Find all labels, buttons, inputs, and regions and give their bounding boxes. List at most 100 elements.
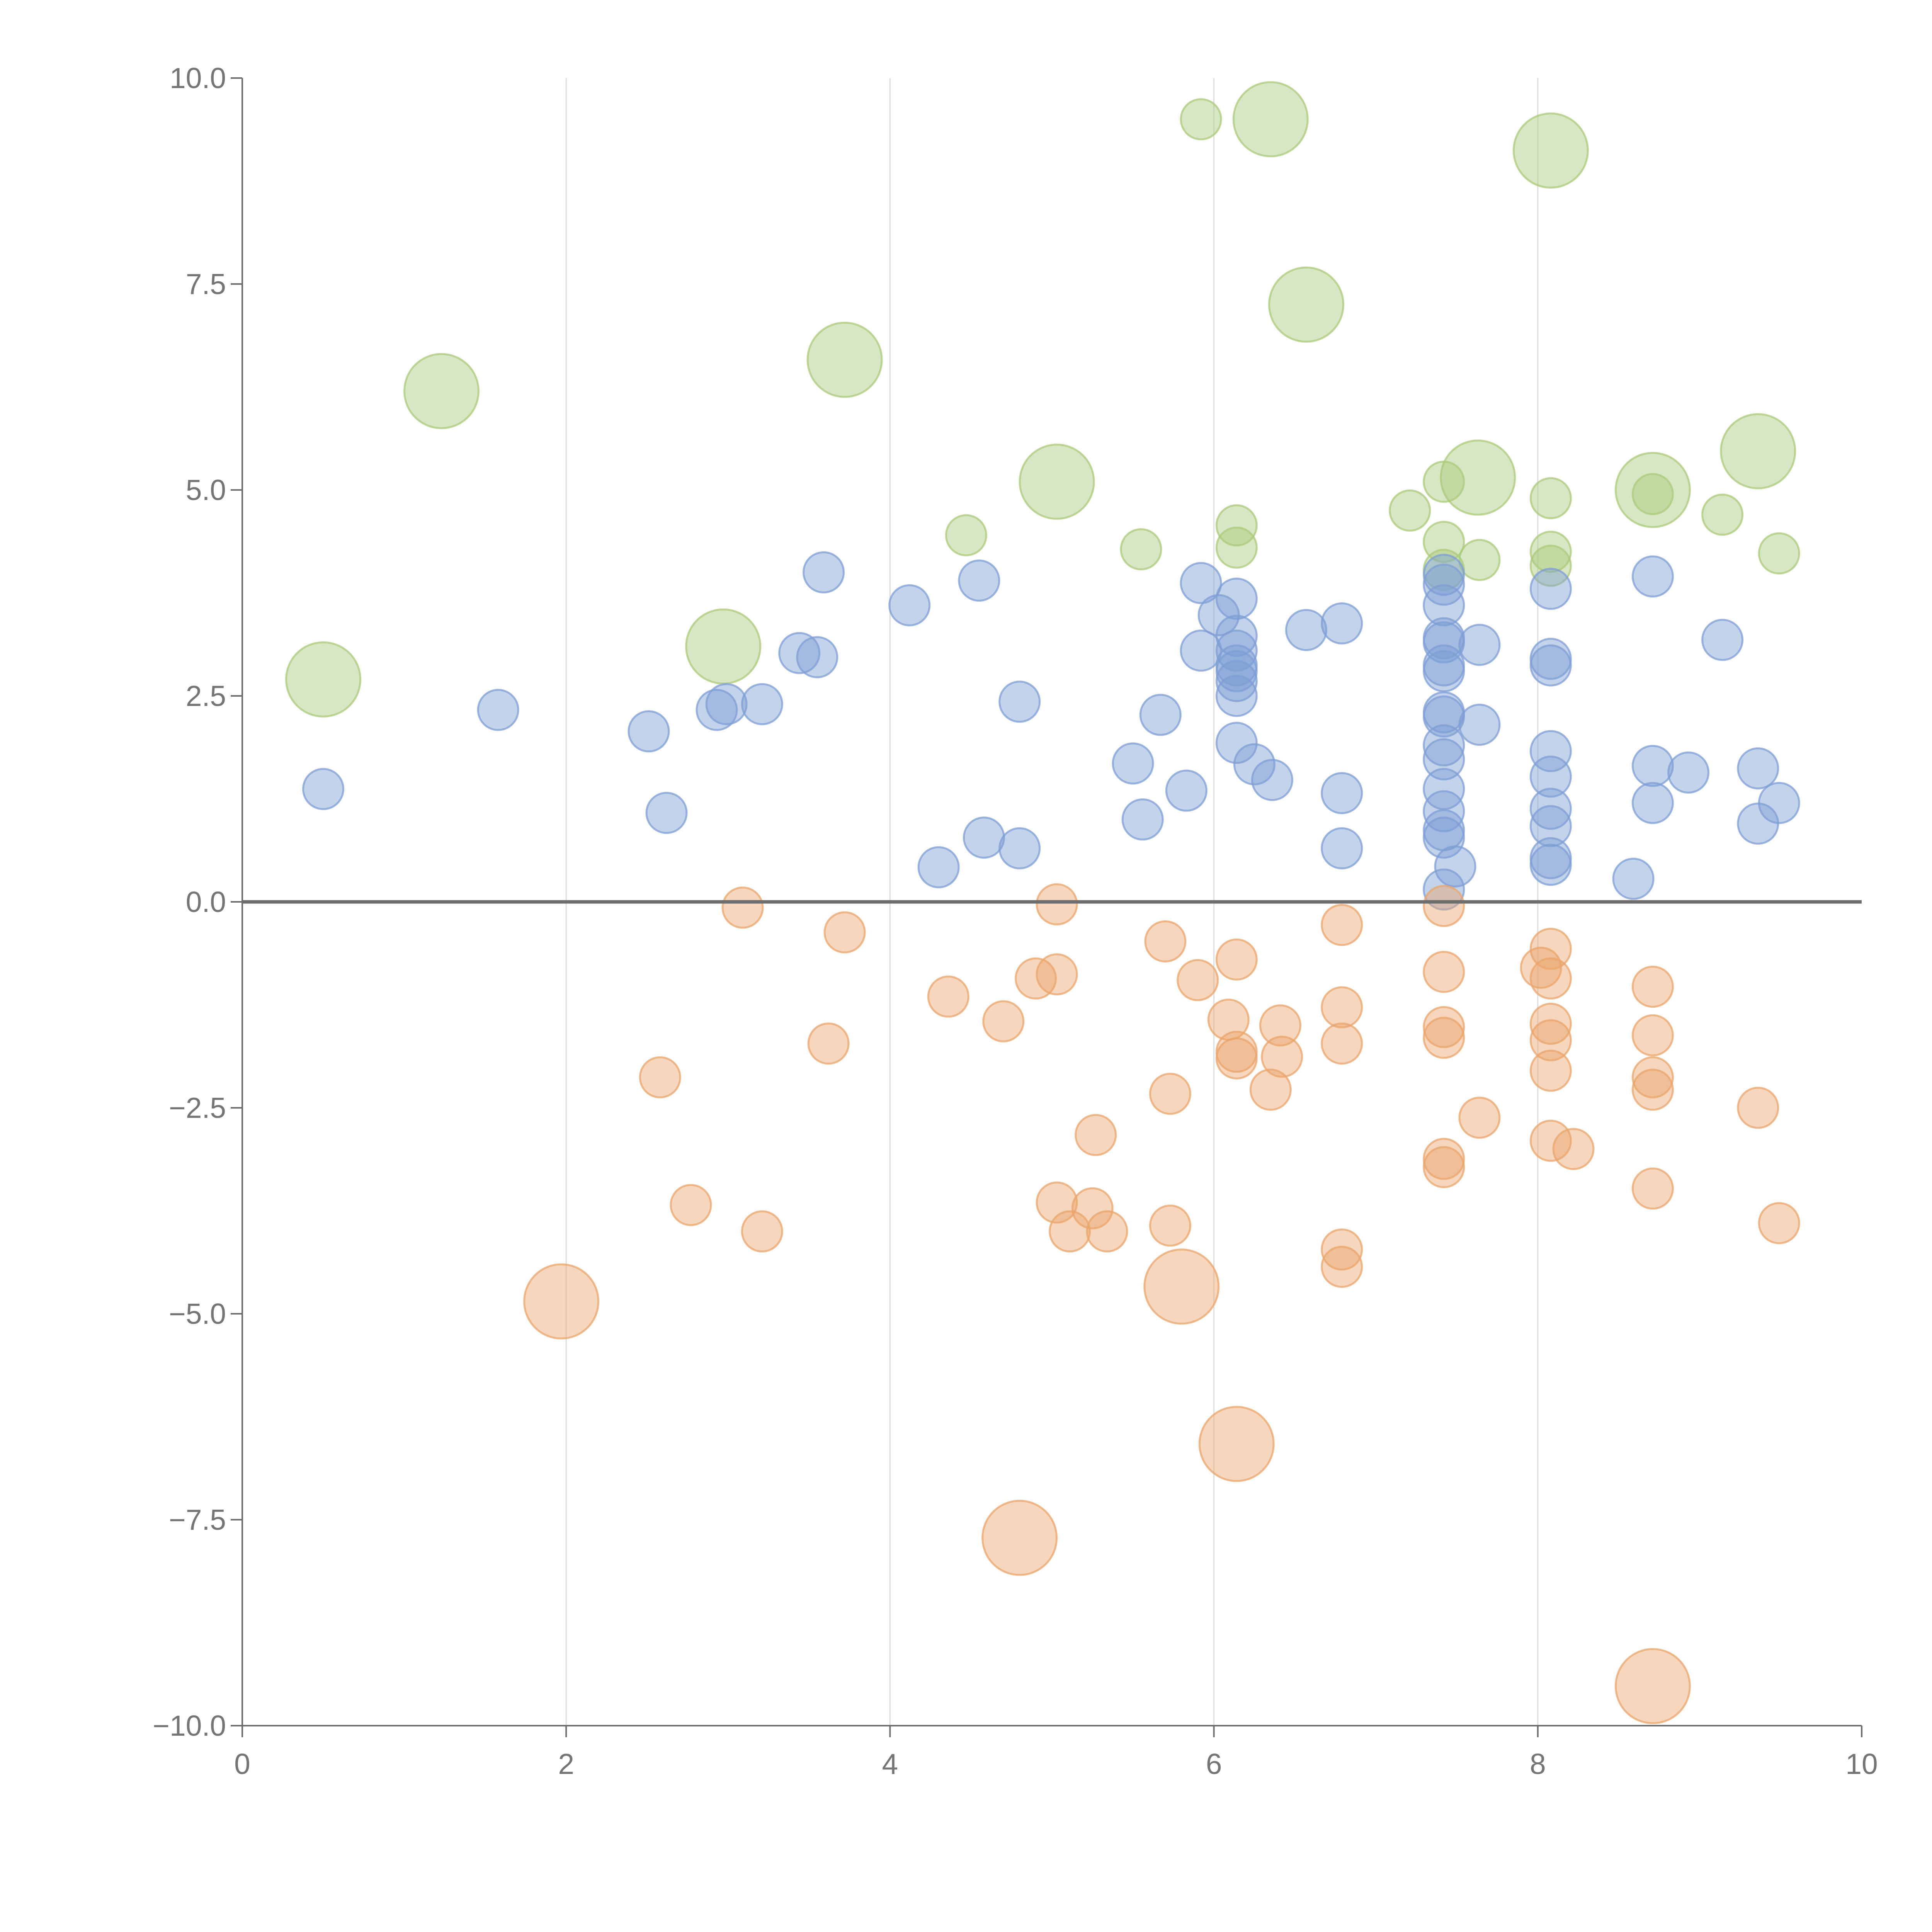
bubble-orange-40[interactable] <box>1423 1017 1465 1059</box>
bubble-blue-45[interactable] <box>1423 695 1465 738</box>
bubble-orange-13[interactable] <box>1015 957 1057 1000</box>
bubble-blue-16[interactable] <box>1112 742 1154 785</box>
bubble-orange-47[interactable] <box>1529 1003 1572 1045</box>
bubble-green-9[interactable] <box>1614 452 1691 528</box>
bubble-orange-17[interactable] <box>1049 1210 1091 1253</box>
bubble-blue-54[interactable] <box>1458 624 1501 666</box>
bubble-orange-10[interactable] <box>823 911 866 954</box>
bubble-orange-36[interactable] <box>1321 1245 1363 1288</box>
bubble-green-14[interactable] <box>1215 504 1258 547</box>
bubble-blue-0[interactable] <box>302 768 345 810</box>
bubble-orange-21[interactable] <box>1144 920 1187 963</box>
bubble-orange-3[interactable] <box>1198 1406 1275 1482</box>
bubble-blue-71[interactable] <box>1737 747 1779 790</box>
bubble-blue-47[interactable] <box>1423 738 1465 781</box>
bubble-green-7[interactable] <box>1440 439 1516 516</box>
bubble-blue-19[interactable] <box>1165 769 1208 812</box>
bubble-blue-70[interactable] <box>1701 619 1744 661</box>
bubble-green-3[interactable] <box>806 321 883 398</box>
bubble-orange-2[interactable] <box>1143 1248 1220 1325</box>
bubble-orange-5[interactable] <box>639 1056 681 1099</box>
bubble-blue-29[interactable] <box>1215 675 1258 717</box>
bubble-green-0[interactable] <box>285 641 362 718</box>
bubble-blue-31[interactable] <box>1233 743 1276 786</box>
bubble-blue-18[interactable] <box>1139 694 1182 736</box>
bubble-green-5[interactable] <box>1232 81 1309 158</box>
bubble-blue-61[interactable] <box>1529 787 1572 830</box>
bubble-blue-36[interactable] <box>1321 827 1363 869</box>
bubble-blue-27[interactable] <box>1215 650 1258 692</box>
bubble-blue-64[interactable] <box>1529 844 1572 886</box>
bubble-orange-29[interactable] <box>1249 1068 1292 1111</box>
bubble-orange-22[interactable] <box>1149 1073 1191 1115</box>
bubble-blue-58[interactable] <box>1529 644 1572 687</box>
bubble-blue-1[interactable] <box>477 689 519 731</box>
bubble-green-6[interactable] <box>1268 266 1344 343</box>
bubble-orange-49[interactable] <box>1529 1049 1572 1092</box>
bubble-blue-10[interactable] <box>888 584 931 626</box>
bubble-blue-33[interactable] <box>1285 609 1327 651</box>
bubble-orange-31[interactable] <box>1261 1036 1303 1078</box>
bubble-orange-51[interactable] <box>1552 1128 1595 1170</box>
bubble-blue-17[interactable] <box>1121 798 1164 841</box>
bubble-green-12[interactable] <box>945 514 987 556</box>
bubble-orange-4[interactable] <box>1614 1648 1691 1725</box>
bubble-orange-14[interactable] <box>1036 883 1078 925</box>
bubble-green-4[interactable] <box>1019 444 1095 520</box>
bubble-orange-7[interactable] <box>721 886 764 929</box>
bubble-orange-50[interactable] <box>1529 1119 1572 1162</box>
bubble-orange-43[interactable] <box>1458 1097 1501 1139</box>
bubble-green-13[interactable] <box>1120 528 1162 571</box>
bubble-blue-69[interactable] <box>1667 751 1710 794</box>
bubble-blue-39[interactable] <box>1423 584 1465 626</box>
bubble-blue-56[interactable] <box>1529 568 1572 610</box>
bubble-blue-48[interactable] <box>1423 768 1465 810</box>
bubble-orange-42[interactable] <box>1423 1146 1465 1189</box>
bubble-blue-28[interactable] <box>1215 660 1258 702</box>
bubble-blue-67[interactable] <box>1631 745 1674 787</box>
bubble-blue-13[interactable] <box>963 816 1005 859</box>
bubble-blue-52[interactable] <box>1423 868 1465 911</box>
bubble-blue-53[interactable] <box>1434 845 1476 888</box>
bubble-orange-35[interactable] <box>1321 1228 1363 1271</box>
bubble-green-26[interactable] <box>1758 532 1800 575</box>
bubble-blue-32[interactable] <box>1251 759 1293 801</box>
bubble-green-1[interactable] <box>403 353 480 429</box>
bubble-blue-15[interactable] <box>998 827 1041 869</box>
bubble-orange-32[interactable] <box>1321 904 1363 946</box>
bubble-green-23[interactable] <box>1529 544 1572 587</box>
bubble-orange-11[interactable] <box>927 975 969 1018</box>
bubble-orange-6[interactable] <box>670 1184 712 1226</box>
bubble-orange-33[interactable] <box>1321 986 1363 1029</box>
bubble-blue-24[interactable] <box>1215 614 1258 657</box>
bubble-green-16[interactable] <box>1389 489 1431 532</box>
bubble-blue-14[interactable] <box>998 680 1041 723</box>
bubble-green-17[interactable] <box>1423 461 1465 503</box>
bubble-blue-23[interactable] <box>1215 577 1258 620</box>
bubble-green-8[interactable] <box>1512 112 1589 189</box>
bubble-blue-20[interactable] <box>1180 562 1222 604</box>
bubble-blue-35[interactable] <box>1321 772 1363 815</box>
bubble-blue-3[interactable] <box>645 792 688 834</box>
bubble-green-22[interactable] <box>1529 531 1572 573</box>
bubble-orange-15[interactable] <box>1036 953 1078 996</box>
bubble-orange-24[interactable] <box>1177 959 1219 1002</box>
bubble-blue-66[interactable] <box>1631 555 1674 598</box>
bubble-orange-23[interactable] <box>1149 1204 1191 1247</box>
bubble-orange-54[interactable] <box>1631 1056 1674 1099</box>
bubble-green-21[interactable] <box>1529 477 1572 519</box>
bubble-green-10[interactable] <box>1720 413 1796 490</box>
bubble-blue-21[interactable] <box>1180 629 1222 672</box>
bubble-blue-8[interactable] <box>796 636 838 679</box>
bubble-orange-28[interactable] <box>1215 1037 1258 1080</box>
bubble-orange-45[interactable] <box>1529 928 1572 970</box>
bubble-orange-30[interactable] <box>1259 1004 1301 1047</box>
bubble-orange-20[interactable] <box>1086 1210 1128 1253</box>
bubble-blue-73[interactable] <box>1758 782 1800 824</box>
bubble-orange-19[interactable] <box>1075 1114 1117 1156</box>
bubble-blue-12[interactable] <box>958 560 1000 602</box>
bubble-blue-46[interactable] <box>1423 724 1465 767</box>
bubble-blue-6[interactable] <box>741 683 783 725</box>
bubble-blue-43[interactable] <box>1423 650 1465 692</box>
bubble-orange-55[interactable] <box>1631 1068 1674 1111</box>
